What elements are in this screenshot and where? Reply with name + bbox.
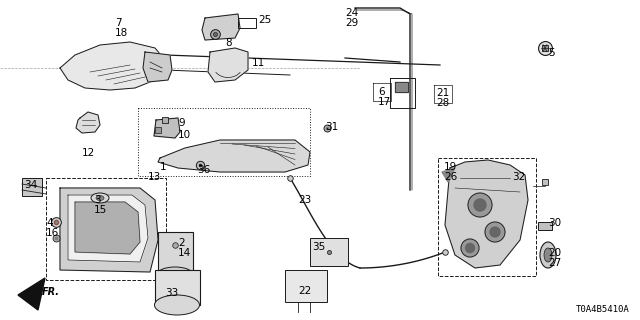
Text: 1: 1	[160, 162, 166, 172]
Text: 26: 26	[444, 172, 457, 182]
Text: 14: 14	[178, 248, 191, 258]
Ellipse shape	[544, 248, 552, 262]
Ellipse shape	[154, 295, 200, 315]
Text: 12: 12	[81, 148, 95, 158]
Polygon shape	[75, 202, 140, 254]
Polygon shape	[202, 14, 240, 40]
Ellipse shape	[157, 267, 193, 281]
Circle shape	[468, 193, 492, 217]
Polygon shape	[60, 188, 158, 272]
Bar	[238, 18, 256, 28]
Text: 18: 18	[115, 28, 128, 38]
Polygon shape	[76, 112, 100, 133]
Polygon shape	[395, 82, 408, 92]
Text: 4: 4	[46, 218, 52, 228]
Text: 20: 20	[548, 248, 561, 258]
Text: 13: 13	[148, 172, 161, 182]
Text: 3: 3	[94, 195, 100, 205]
Text: 25: 25	[258, 15, 271, 25]
Bar	[438, 158, 536, 276]
Text: 21: 21	[436, 88, 449, 98]
Bar	[158, 232, 193, 274]
Text: 24: 24	[345, 8, 358, 18]
Text: 22: 22	[298, 286, 311, 296]
Text: 15: 15	[94, 205, 108, 215]
Text: 7: 7	[115, 18, 122, 28]
Bar	[155, 270, 200, 305]
Circle shape	[461, 239, 479, 257]
Bar	[538, 222, 552, 230]
Text: 8: 8	[225, 38, 232, 48]
Polygon shape	[158, 140, 310, 172]
Text: 32: 32	[512, 172, 525, 182]
Bar	[22, 178, 42, 196]
Text: 6: 6	[378, 87, 385, 97]
Polygon shape	[208, 48, 248, 82]
Text: 33: 33	[165, 288, 179, 298]
Polygon shape	[68, 195, 148, 262]
Text: 35: 35	[312, 242, 325, 252]
Text: 5: 5	[548, 48, 555, 58]
Text: 16: 16	[46, 228, 60, 238]
Ellipse shape	[96, 196, 104, 201]
Polygon shape	[442, 168, 455, 182]
Text: 2: 2	[178, 238, 184, 248]
Polygon shape	[445, 160, 528, 268]
Text: FR.: FR.	[42, 287, 60, 297]
Polygon shape	[18, 278, 45, 310]
Text: 29: 29	[345, 18, 358, 28]
Polygon shape	[60, 42, 165, 90]
Ellipse shape	[91, 193, 109, 203]
Bar	[138, 108, 310, 176]
Text: 31: 31	[325, 122, 339, 132]
Text: 23: 23	[298, 195, 311, 205]
Polygon shape	[143, 52, 172, 82]
Bar	[46, 178, 166, 280]
Text: 9: 9	[178, 118, 184, 128]
Polygon shape	[154, 118, 180, 138]
Text: 34: 34	[24, 180, 37, 190]
Circle shape	[465, 244, 474, 252]
Text: 36: 36	[197, 165, 211, 175]
Bar	[285, 270, 327, 302]
Text: 28: 28	[436, 98, 449, 108]
Circle shape	[474, 199, 486, 211]
Bar	[310, 238, 348, 266]
Text: 10: 10	[178, 130, 191, 140]
Circle shape	[490, 227, 500, 237]
Ellipse shape	[540, 242, 556, 268]
Text: 17: 17	[378, 97, 391, 107]
Circle shape	[485, 222, 505, 242]
Text: 11: 11	[252, 58, 265, 68]
Text: 27: 27	[548, 258, 561, 268]
Text: 30: 30	[548, 218, 561, 228]
Text: 19: 19	[444, 162, 457, 172]
Text: T0A4B5410A: T0A4B5410A	[576, 305, 630, 314]
